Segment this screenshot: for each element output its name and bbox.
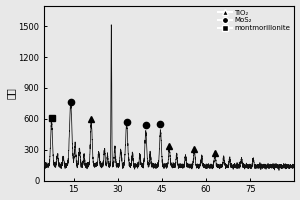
Y-axis label: 强度: 强度 <box>6 87 16 99</box>
Legend: TiO₂, MoS₂, montmorillonite: TiO₂, MoS₂, montmorillonite <box>218 9 291 32</box>
